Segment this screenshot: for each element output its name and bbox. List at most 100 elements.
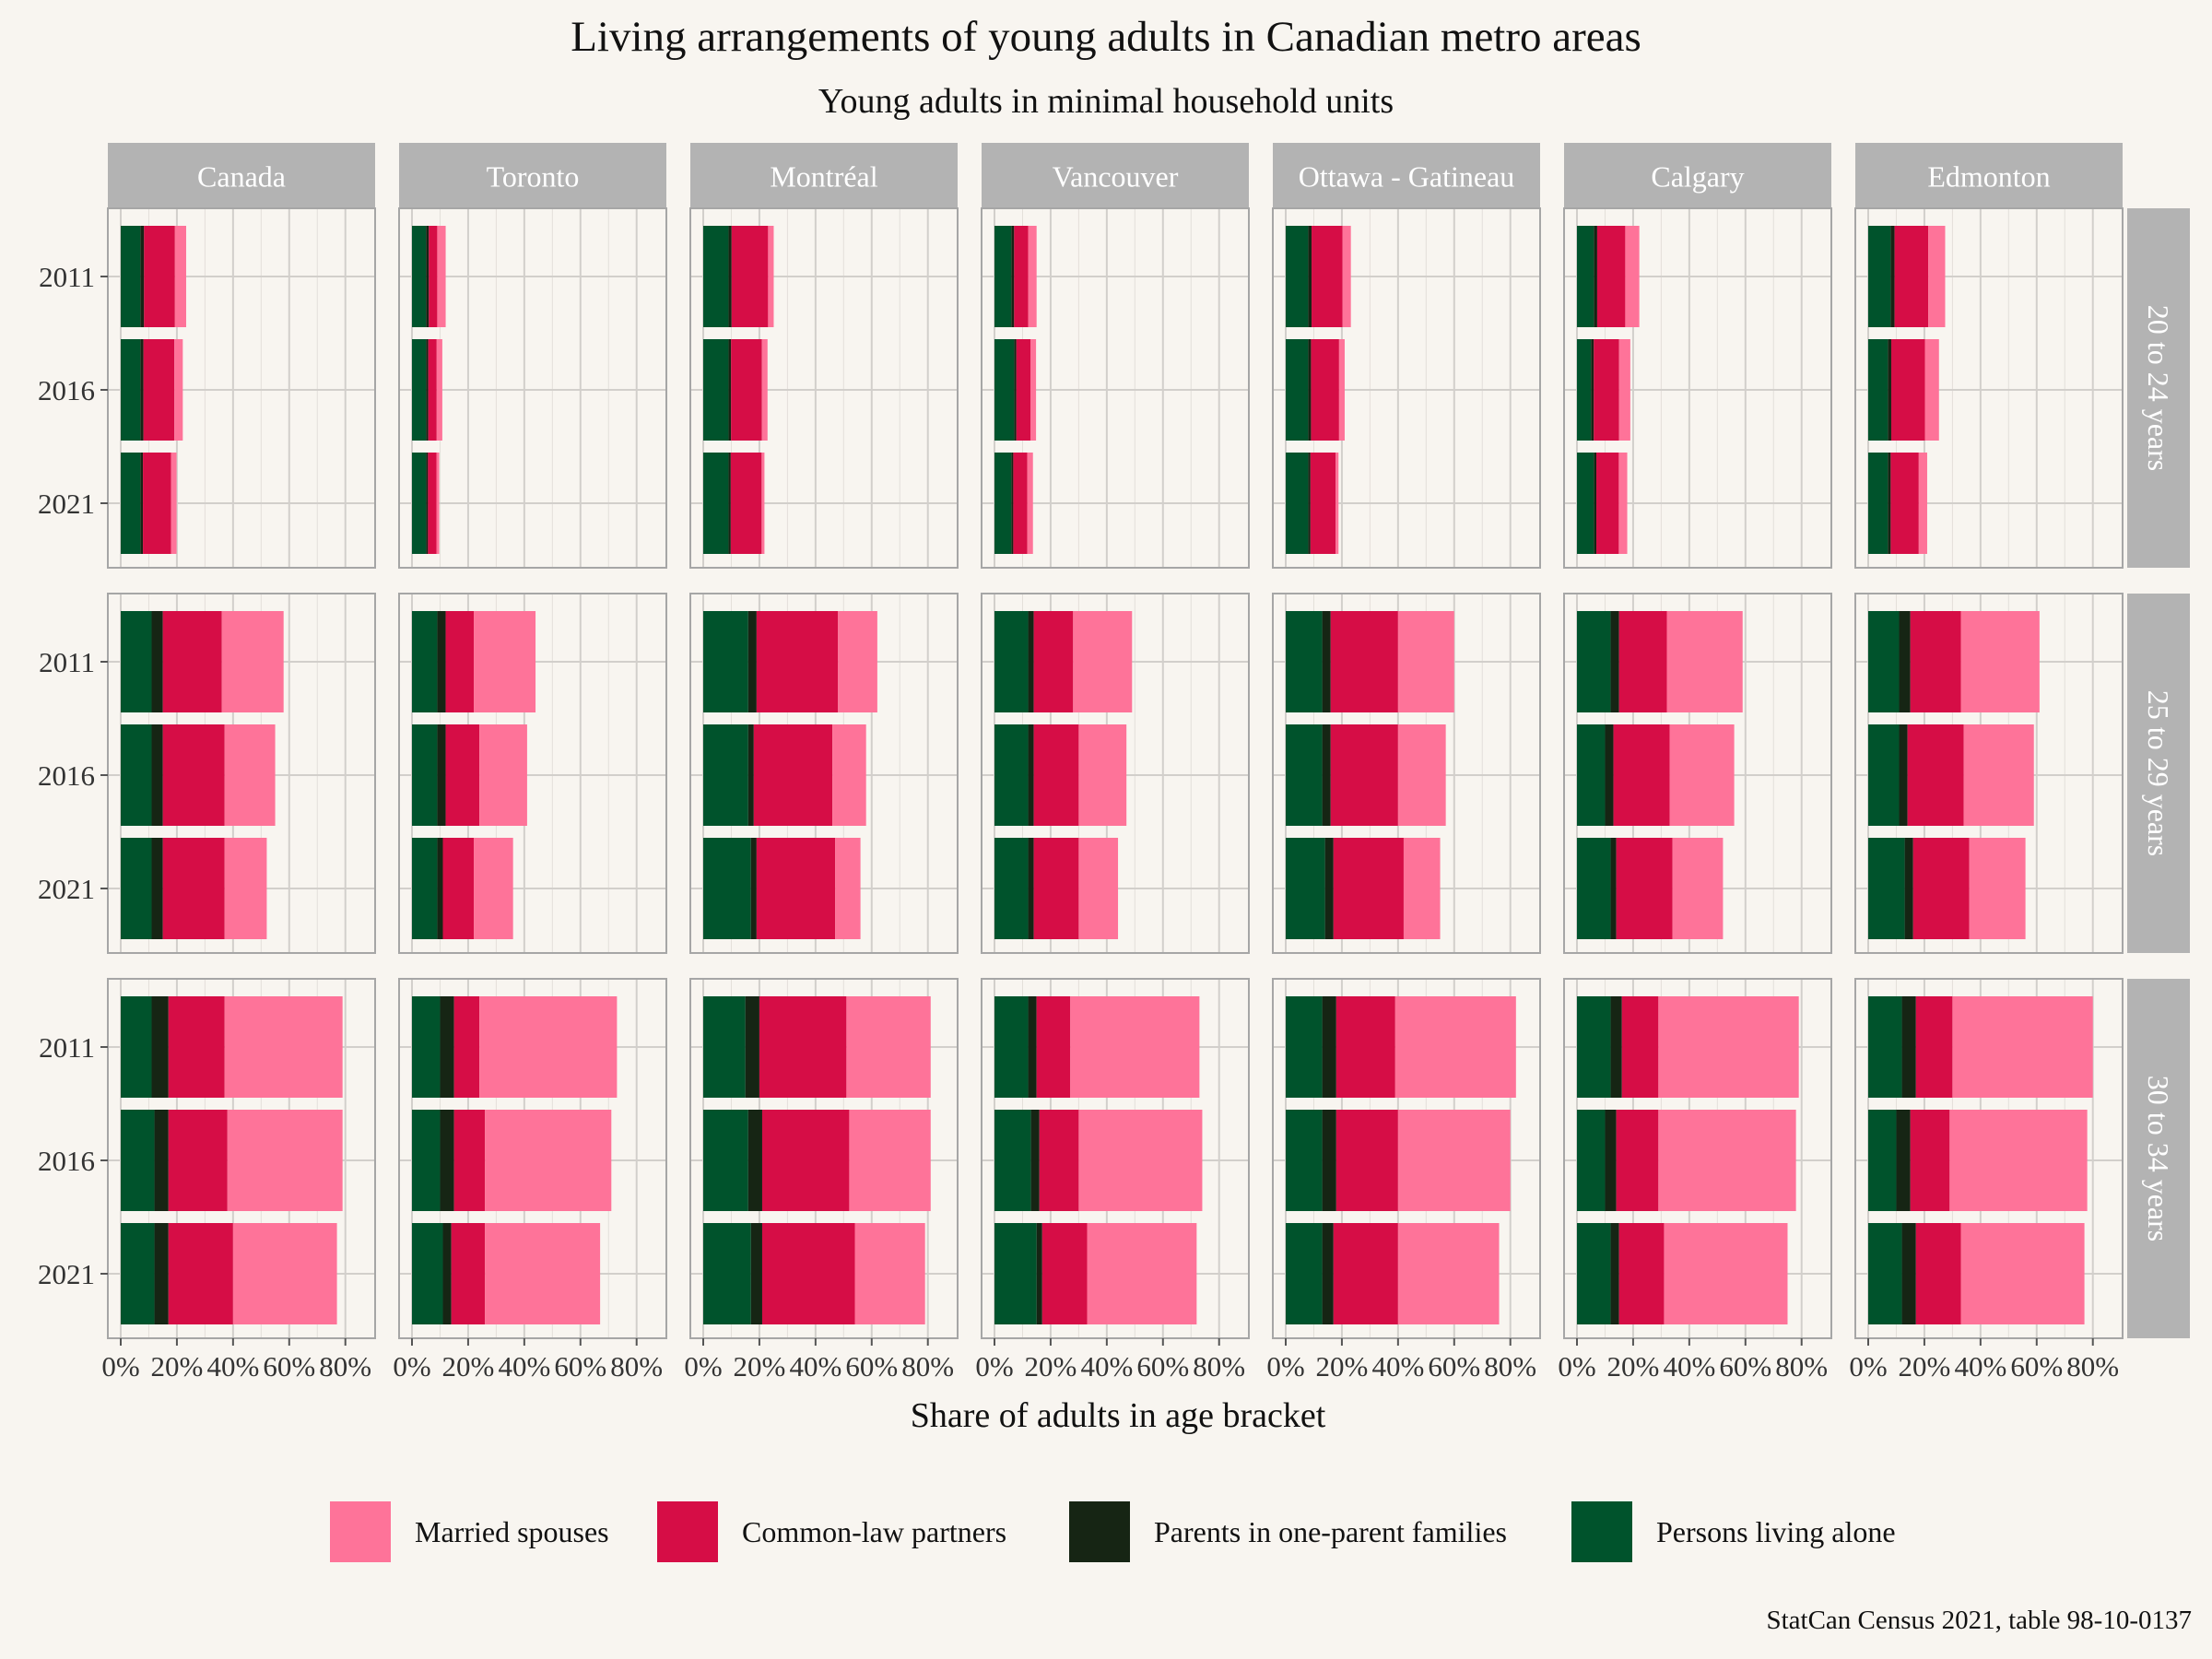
row-label-25-to-29-years: 25 to 29 years [2142, 690, 2175, 856]
bar-vancouver-20-to-24-years-2011-married-spouses [1028, 226, 1037, 327]
bar-canada-25-to-29-years-2016-persons-living-alone [121, 724, 152, 826]
x-tick-label-toronto-2: 40% [498, 1350, 550, 1382]
x-tick-label-toronto-0: 0% [393, 1350, 430, 1382]
bar-montreal-25-to-29-years-2016-parents-in-one-parent-families [747, 724, 754, 826]
bar-edmonton-25-to-29-years-2016-common-law-partners [1907, 724, 1964, 826]
panel-20-to-24-years-toronto [398, 207, 667, 569]
panel-25-to-29-years-ottawa-gatineau [1272, 593, 1541, 954]
x-tick-label-edmonton-3: 60% [2010, 1350, 2063, 1382]
bar-calgary-30-to-34-years-2016-married-spouses [1658, 1110, 1796, 1211]
bar-toronto-25-to-29-years-2011-common-law-partners [445, 611, 475, 712]
bar-vancouver-30-to-34-years-2011-persons-living-alone [994, 996, 1029, 1098]
bar-canada-20-to-24-years-2021-persons-living-alone [121, 453, 141, 554]
bar-montreal-30-to-34-years-2011-parents-in-one-parent-families [745, 996, 759, 1098]
bar-ottawa-gatineau-30-to-34-years-2011-parents-in-one-parent-families [1322, 996, 1336, 1098]
bar-ottawa-gatineau-20-to-24-years-2016-common-law-partners [1311, 339, 1339, 441]
bar-toronto-20-to-24-years-2021-parents-in-one-parent-families [426, 453, 429, 554]
bar-calgary-30-to-34-years-2016-parents-in-one-parent-families [1605, 1110, 1617, 1211]
bar-vancouver-20-to-24-years-2016-parents-in-one-parent-families [1014, 339, 1017, 441]
bar-edmonton-25-to-29-years-2021-parents-in-one-parent-families [1904, 838, 1913, 939]
bar-montreal-30-to-34-years-2021-persons-living-alone [703, 1223, 751, 1324]
bar-vancouver-30-to-34-years-2021-married-spouses [1087, 1223, 1197, 1324]
bar-toronto-20-to-24-years-2011-persons-living-alone [412, 226, 427, 327]
bar-canada-30-to-34-years-2021-common-law-partners [168, 1223, 233, 1324]
bar-canada-20-to-24-years-2016-persons-living-alone [121, 339, 141, 441]
bar-canada-20-to-24-years-2021-parents-in-one-parent-families [140, 453, 144, 554]
bar-toronto-25-to-29-years-2021-common-law-partners [442, 838, 475, 939]
bar-calgary-25-to-29-years-2016-parents-in-one-parent-families [1605, 724, 1614, 826]
bar-ottawa-gatineau-20-to-24-years-2021-parents-in-one-parent-families [1308, 453, 1311, 554]
bar-vancouver-20-to-24-years-2011-persons-living-alone [994, 226, 1012, 327]
bar-canada-25-to-29-years-2016-married-spouses [224, 724, 276, 826]
bar-montreal-30-to-34-years-2016-married-spouses [849, 1110, 931, 1211]
bar-vancouver-20-to-24-years-2011-parents-in-one-parent-families [1011, 226, 1015, 327]
facet-label-edmonton: Edmonton [1927, 160, 2050, 194]
legend-label-persons-living-alone: Persons living alone [1656, 1515, 1896, 1548]
bar-canada-30-to-34-years-2021-persons-living-alone [121, 1223, 155, 1324]
bar-calgary-25-to-29-years-2011-common-law-partners [1618, 611, 1667, 712]
bar-edmonton-30-to-34-years-2021-parents-in-one-parent-families [1901, 1223, 1916, 1324]
bar-ottawa-gatineau-20-to-24-years-2016-parents-in-one-parent-families [1308, 339, 1312, 441]
bar-edmonton-30-to-34-years-2016-married-spouses [1949, 1110, 2088, 1211]
bar-canada-25-to-29-years-2011-persons-living-alone [121, 611, 152, 712]
row-label-20-to-24-years: 20 to 24 years [2142, 305, 2175, 471]
bar-calgary-25-to-29-years-2011-persons-living-alone [1577, 611, 1611, 712]
x-tick-label-vancouver-1: 20% [1025, 1350, 1077, 1382]
x-tick-label-vancouver-0: 0% [975, 1350, 1013, 1382]
bar-montreal-20-to-24-years-2016-married-spouses [761, 339, 768, 441]
bar-vancouver-20-to-24-years-2021-persons-living-alone [994, 453, 1012, 554]
bar-ottawa-gatineau-25-to-29-years-2016-married-spouses [1397, 724, 1446, 826]
bar-vancouver-20-to-24-years-2021-parents-in-one-parent-families [1011, 453, 1014, 554]
bar-ottawa-gatineau-30-to-34-years-2021-married-spouses [1397, 1223, 1500, 1324]
bar-edmonton-30-to-34-years-2011-parents-in-one-parent-families [1901, 996, 1916, 1098]
bar-toronto-30-to-34-years-2016-persons-living-alone [412, 1110, 441, 1211]
bar-montreal-25-to-29-years-2021-common-law-partners [756, 838, 836, 939]
bar-ottawa-gatineau-20-to-24-years-2016-married-spouses [1338, 339, 1345, 441]
bar-vancouver-30-to-34-years-2021-persons-living-alone [994, 1223, 1037, 1324]
bar-montreal-20-to-24-years-2011-parents-in-one-parent-families [728, 226, 732, 327]
bar-ottawa-gatineau-30-to-34-years-2021-common-law-partners [1333, 1223, 1398, 1324]
bar-edmonton-30-to-34-years-2011-married-spouses [1952, 996, 2093, 1098]
bar-montreal-30-to-34-years-2021-parents-in-one-parent-families [750, 1223, 762, 1324]
bar-calgary-25-to-29-years-2011-married-spouses [1666, 611, 1743, 712]
x-tick-label-calgary-4: 80% [1775, 1350, 1828, 1382]
bar-vancouver-25-to-29-years-2016-parents-in-one-parent-families [1028, 724, 1034, 826]
bar-vancouver-25-to-29-years-2011-persons-living-alone [994, 611, 1029, 712]
bar-montreal-20-to-24-years-2011-married-spouses [768, 226, 774, 327]
bar-toronto-20-to-24-years-2021-common-law-partners [428, 453, 437, 554]
bar-toronto-20-to-24-years-2011-parents-in-one-parent-families [426, 226, 429, 327]
bar-ottawa-gatineau-25-to-29-years-2016-parents-in-one-parent-families [1322, 724, 1331, 826]
bar-canada-30-to-34-years-2021-married-spouses [232, 1223, 337, 1324]
bar-edmonton-25-to-29-years-2011-parents-in-one-parent-families [1899, 611, 1911, 712]
chart-title: Living arrangements of young adults in C… [571, 13, 1641, 61]
bar-toronto-25-to-29-years-2016-persons-living-alone [412, 724, 438, 826]
bar-edmonton-30-to-34-years-2016-persons-living-alone [1868, 1110, 1897, 1211]
bar-ottawa-gatineau-20-to-24-years-2011-married-spouses [1342, 226, 1351, 327]
bar-calgary-30-to-34-years-2016-persons-living-alone [1577, 1110, 1606, 1211]
bar-vancouver-30-to-34-years-2021-parents-in-one-parent-families [1036, 1223, 1042, 1324]
bar-montreal-25-to-29-years-2016-married-spouses [832, 724, 866, 826]
bar-edmonton-20-to-24-years-2011-married-spouses [1928, 226, 1946, 327]
panel-30-to-34-years-ottawa-gatineau: 0% 20% 40% 60% 80% [1266, 978, 1541, 1382]
bar-ottawa-gatineau-25-to-29-years-2016-common-law-partners [1330, 724, 1398, 826]
bar-montreal-25-to-29-years-2021-persons-living-alone [703, 838, 751, 939]
bar-montreal-30-to-34-years-2011-persons-living-alone [703, 996, 746, 1098]
bar-edmonton-20-to-24-years-2021-parents-in-one-parent-families [1888, 453, 1891, 554]
bar-toronto-30-to-34-years-2011-parents-in-one-parent-families [440, 996, 454, 1098]
bar-calgary-30-to-34-years-2021-parents-in-one-parent-families [1610, 1223, 1619, 1324]
bar-toronto-30-to-34-years-2021-parents-in-one-parent-families [442, 1223, 452, 1324]
facet-label-canada: Canada [197, 160, 286, 194]
bar-vancouver-20-to-24-years-2016-married-spouses [1030, 339, 1037, 441]
bar-canada-20-to-24-years-2016-married-spouses [174, 339, 183, 441]
facet-label-ottawa-gatineau: Ottawa - Gatineau [1299, 160, 1515, 194]
facet-strip-ottawa-gatineau: Ottawa - Gatineau [1273, 143, 1540, 208]
bar-calgary-25-to-29-years-2021-common-law-partners [1616, 838, 1673, 939]
bar-calgary-20-to-24-years-2016-persons-living-alone [1577, 339, 1592, 441]
bar-canada-25-to-29-years-2011-married-spouses [221, 611, 284, 712]
bar-edmonton-25-to-29-years-2016-married-spouses [1963, 724, 2034, 826]
legend-item-married-spouses: Married spouses [330, 1501, 609, 1562]
y-tick-label-25-to-29-years-2016: 2016 [38, 759, 95, 792]
facet-panels: Canada Toronto Montréal Vancouver Ottawa - G… [38, 143, 2190, 1382]
bar-ottawa-gatineau-25-to-29-years-2021-persons-living-alone [1286, 838, 1325, 939]
bar-canada-30-to-34-years-2011-married-spouses [224, 996, 343, 1098]
